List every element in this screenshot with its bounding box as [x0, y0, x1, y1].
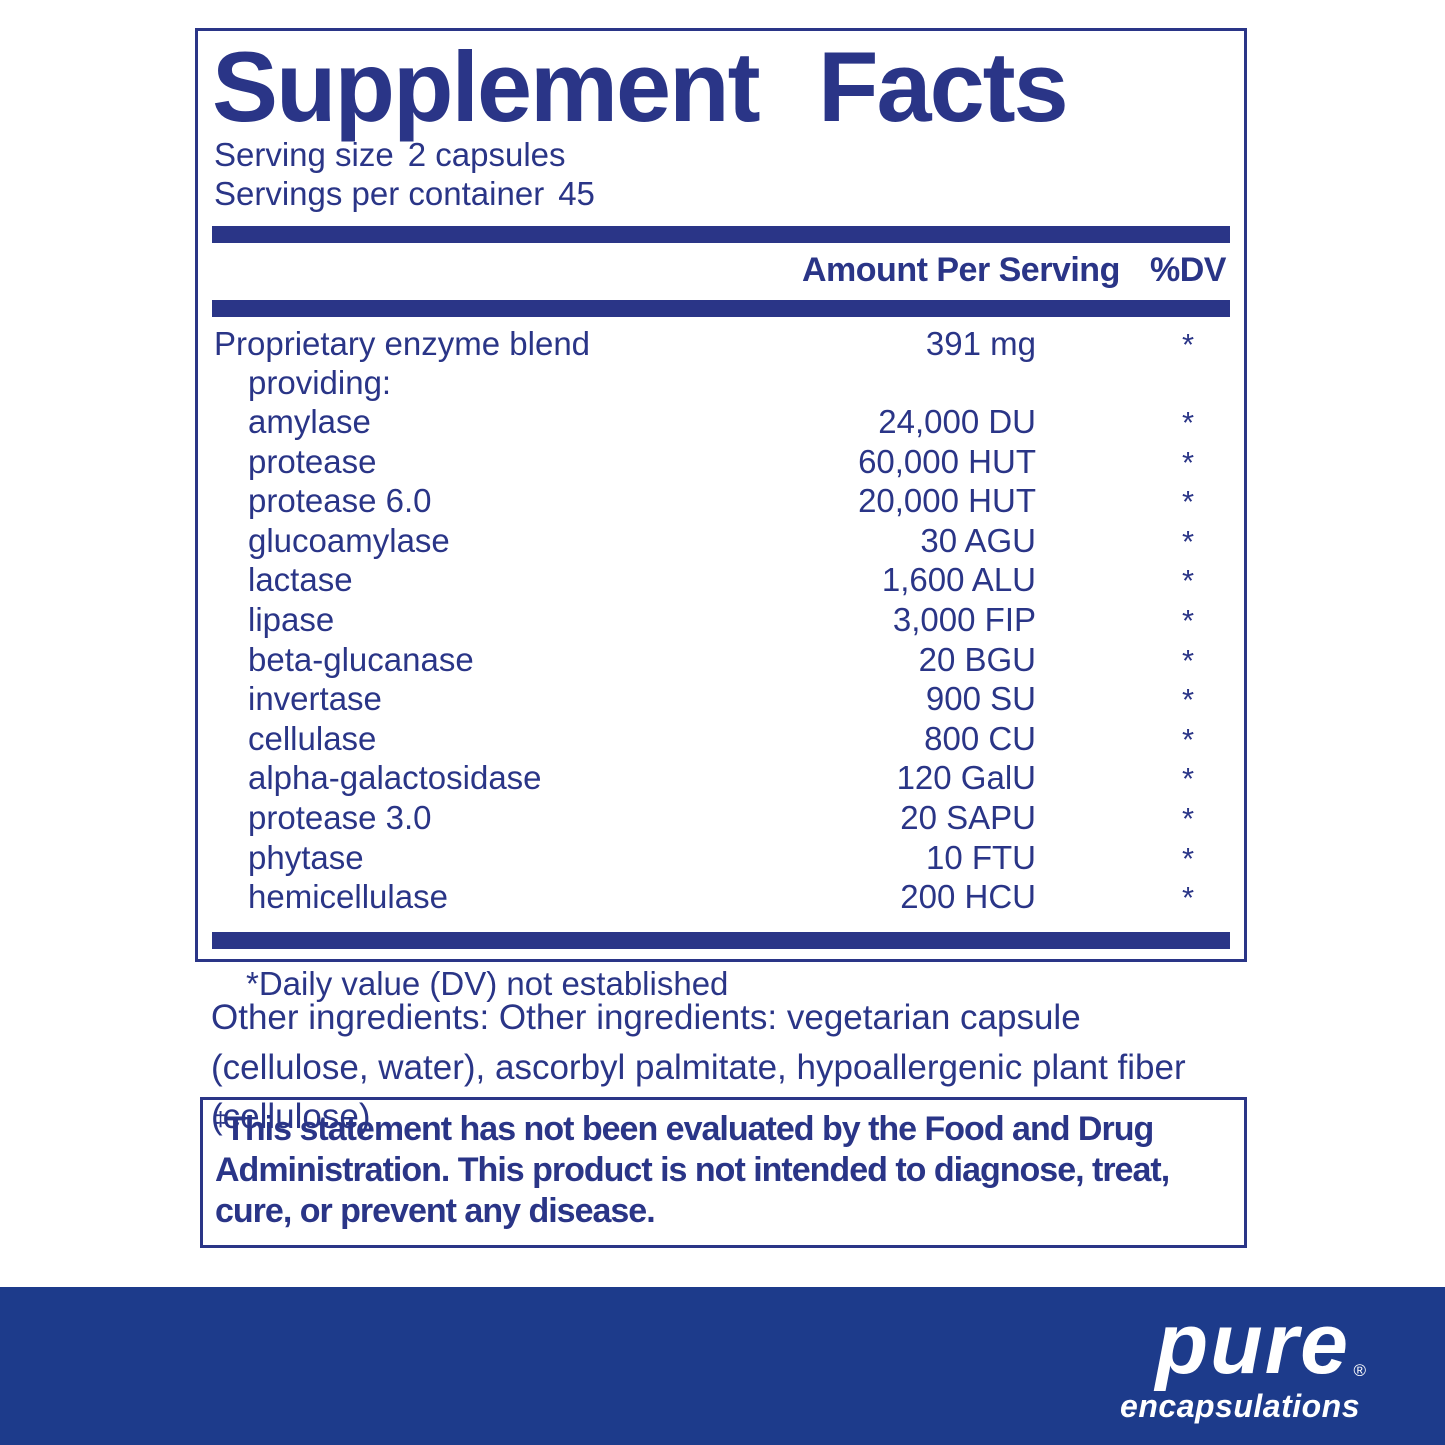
- ingredient-amount: 30 AGU: [920, 521, 1036, 559]
- ingredient-dv: *: [1181, 484, 1195, 520]
- ingredient-dv: *: [1181, 444, 1195, 480]
- ingredient-name: glucoamylase: [248, 521, 450, 559]
- table-row: protease 3.0 20 SAPU *: [198, 799, 1244, 839]
- ingredient-name: amylase: [248, 403, 371, 441]
- serving-size-value: 2 capsules: [407, 136, 566, 173]
- fda-disclaimer-text: This statement has not been evaluated by…: [215, 1110, 1170, 1230]
- servings-per-container-line: Servings per container 45: [214, 175, 1244, 214]
- brand-name: pure: [1155, 1296, 1350, 1392]
- ingredient-name: Proprietary enzyme blend: [214, 324, 591, 362]
- ingredient-amount: 60,000 HUT: [858, 442, 1036, 480]
- registered-trademark-icon: ®: [1353, 1361, 1366, 1380]
- ingredient-name: alpha-galactosidase: [248, 759, 542, 797]
- ingredient-amount: 900 SU: [925, 680, 1036, 718]
- ingredient-dv: *: [1181, 840, 1195, 876]
- serving-size-line: Serving size 2 capsules: [214, 136, 1244, 175]
- ingredient-amount: 20,000 HUT: [858, 482, 1036, 520]
- ingredient-name: protease: [248, 442, 377, 480]
- ingredient-name: phytase: [248, 838, 364, 876]
- brand-band: pure encapsulations ®: [0, 1287, 1445, 1445]
- ingredient-name: cellulase: [248, 719, 377, 757]
- ingredient-name: hemicellulase: [248, 878, 448, 916]
- ingredient-name: invertase: [248, 680, 382, 718]
- ingredient-amount: 1,600 ALU: [881, 561, 1036, 599]
- dv-footnote: *Daily value (DV) not established: [246, 964, 729, 1002]
- panel-title: Supplement Facts: [212, 31, 1069, 142]
- table-row: Proprietary enzyme blend 391 mg *: [198, 325, 1244, 365]
- serving-size-label: Serving size: [214, 136, 394, 173]
- ingredient-dv: *: [1181, 603, 1195, 639]
- ingredient-amount: 10 FTU: [925, 838, 1036, 876]
- ingredient-dv: *: [1181, 801, 1195, 836]
- ingredient-amount: 120 GalU: [896, 759, 1036, 797]
- ingredient-dv: *: [1181, 761, 1195, 797]
- ingredient-dv: *: [1181, 642, 1195, 678]
- ingredient-name: lipase: [248, 601, 335, 639]
- table-row: lactase 1,600 ALU *: [198, 561, 1244, 601]
- ingredient-amount: 3,000 FIP: [892, 601, 1036, 639]
- brand-subname: encapsulations: [1120, 1387, 1360, 1424]
- pure-encapsulations-logo: pure encapsulations ®: [1120, 1296, 1366, 1424]
- table-row: invertase 900 SU *: [198, 680, 1244, 720]
- table-row: phytase 10 FTU *: [198, 839, 1244, 879]
- ingredient-name: lactase: [248, 561, 353, 599]
- table-row: glucoamylase 30 AGU *: [198, 522, 1244, 562]
- ingredient-amount: 800 CU: [924, 719, 1036, 757]
- ingredient-amount: 24,000 DU: [878, 403, 1036, 441]
- servings-per-container-value: 45: [558, 174, 595, 212]
- fda-disclaimer-box: ‡This statement has not been evaluated b…: [200, 1097, 1247, 1249]
- dagger-symbol: ‡: [215, 1109, 226, 1131]
- table-row: providing:: [198, 364, 1244, 403]
- table-row: protease 60,000 HUT *: [198, 443, 1244, 483]
- header-percent-dv: %DV: [1150, 250, 1226, 289]
- ingredient-amount: 20 BGU: [918, 640, 1036, 678]
- ingredient-amount: 391 mg: [925, 324, 1036, 362]
- header-amount-per-serving: Amount Per Serving: [802, 250, 1120, 289]
- table-row: hemicellulase 200 HCU *: [198, 878, 1244, 918]
- ingredient-name: providing:: [248, 364, 392, 402]
- ingredient-rows: Proprietary enzyme blend 391 mg * provid…: [198, 325, 1244, 918]
- table-row: beta-glucanase 20 BGU *: [198, 641, 1244, 681]
- divider-bar-header: [212, 299, 1230, 317]
- ingredient-dv: *: [1181, 880, 1195, 916]
- divider-bar-top: [212, 225, 1230, 243]
- supplement-facts-panel: Supplement Facts Serving size 2 capsules …: [195, 28, 1247, 1002]
- table-row: amylase 24,000 DU *: [198, 403, 1244, 443]
- ingredient-dv: *: [1181, 523, 1195, 559]
- ingredient-amount: 20 SAPU: [900, 799, 1036, 836]
- ingredient-name: protease 6.0: [248, 482, 432, 520]
- ingredient-name: beta-glucanase: [248, 640, 474, 678]
- ingredient-dv: *: [1181, 682, 1195, 718]
- ingredient-name: protease 3.0: [248, 799, 432, 836]
- table-header-row: Amount Per Serving %DV: [198, 243, 1244, 300]
- other-ingredients-text: Other ingredients: Other ingredients: ve…: [211, 998, 1186, 1137]
- ingredient-amount: 200 HCU: [900, 878, 1036, 916]
- table-row: lipase 3,000 FIP *: [198, 601, 1244, 641]
- divider-bar-bottom: [212, 931, 1230, 949]
- ingredient-dv: *: [1181, 563, 1195, 599]
- ingredient-dv: *: [1181, 721, 1195, 757]
- ingredient-dv: *: [1181, 326, 1195, 362]
- table-row: cellulase 800 CU *: [198, 720, 1244, 760]
- servings-per-container-label: Servings per container: [214, 174, 545, 212]
- table-row: alpha-galactosidase 120 GalU *: [198, 759, 1244, 799]
- table-row: protease 6.0 20,000 HUT *: [198, 482, 1244, 522]
- ingredient-dv: *: [1181, 405, 1195, 441]
